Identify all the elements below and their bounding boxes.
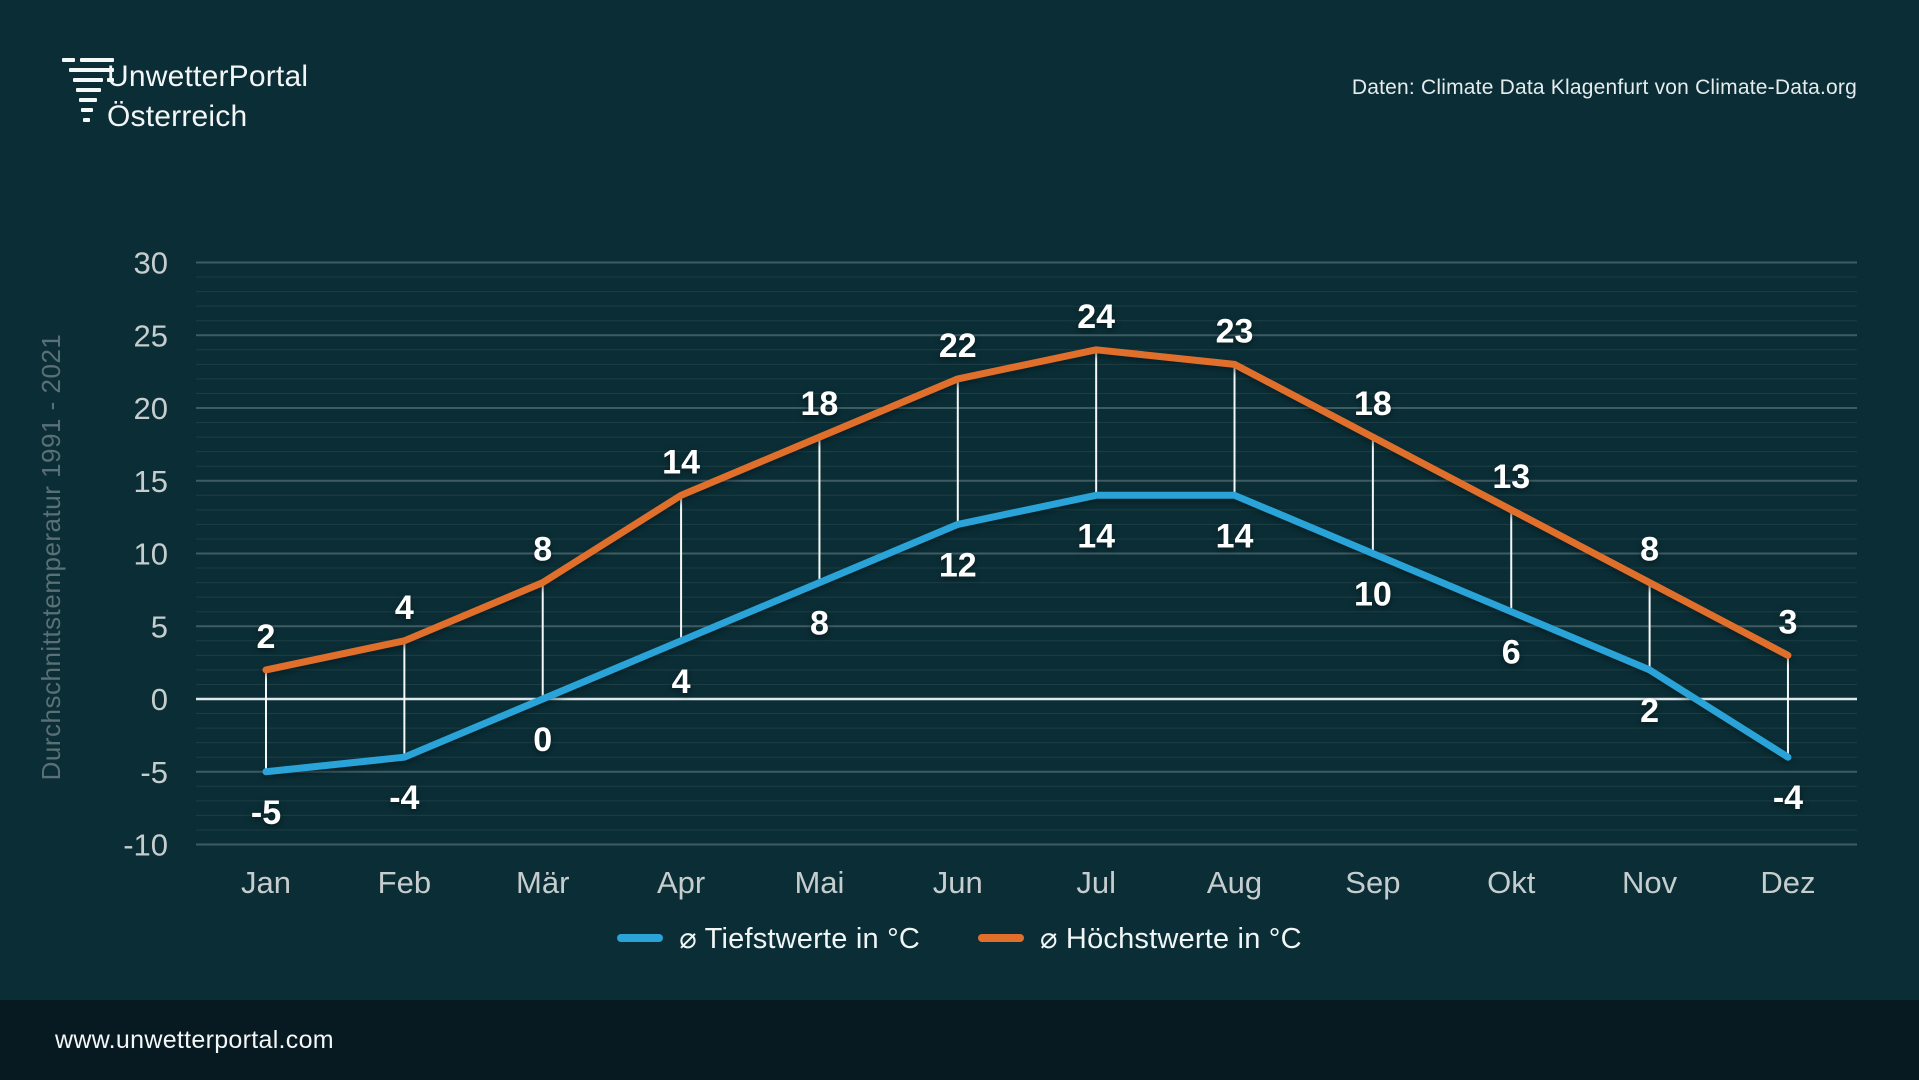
y-tick-label: 15 — [134, 464, 168, 499]
x-tick-label: Feb — [378, 865, 431, 900]
x-tick-label: Sep — [1345, 865, 1400, 900]
value-label: 8 — [533, 531, 552, 569]
value-label: -4 — [389, 779, 419, 817]
value-label: 3 — [1778, 603, 1797, 641]
legend-label-hoechstwerte: ⌀ Höchstwerte in °C — [1040, 922, 1302, 955]
value-label: 4 — [395, 589, 414, 627]
x-tick-label: Dez — [1760, 865, 1815, 900]
data-source-note: Daten: Climate Data Klagenfurt von Clima… — [1351, 76, 1857, 99]
x-tick-label: Okt — [1487, 865, 1536, 900]
value-label: -4 — [1773, 779, 1803, 817]
value-label: -5 — [251, 794, 281, 832]
high-series-swatch — [978, 934, 1025, 942]
value-label: 13 — [1492, 458, 1530, 496]
y-tick-label: -10 — [123, 828, 168, 863]
value-label: 4 — [672, 663, 691, 701]
tornado-logo-icon — [62, 58, 114, 122]
y-tick-label: -5 — [140, 755, 168, 790]
low-series-swatch — [617, 934, 664, 942]
value-label: 23 — [1216, 312, 1254, 350]
legend-item-hoechstwerte: ⌀ Höchstwerte in °C — [978, 921, 1302, 956]
x-tick-label: Aug — [1207, 865, 1262, 900]
y-axis-title: Durchschnittstemperatur 1991 - 2021 — [36, 334, 66, 781]
value-label: 0 — [533, 721, 552, 759]
x-tick-label: Jul — [1076, 865, 1116, 900]
brand-title: UnwetterPortal Österreich — [107, 57, 308, 137]
value-label: 24 — [1077, 298, 1115, 336]
y-tick-label: 0 — [151, 682, 168, 717]
value-label: 18 — [1354, 385, 1392, 423]
value-label: 22 — [939, 327, 977, 365]
x-tick-label: Nov — [1622, 865, 1678, 900]
x-tick-label: Mär — [516, 865, 569, 900]
x-tick-label: Jun — [933, 865, 983, 900]
y-tick-label: 25 — [134, 318, 168, 353]
value-label: 14 — [662, 443, 700, 481]
footer-url: www.unwetterportal.com — [55, 1025, 334, 1054]
value-label: 18 — [801, 385, 839, 423]
value-label: 14 — [1077, 517, 1115, 555]
y-tick-label: 5 — [151, 609, 168, 644]
series-line — [262, 491, 1792, 776]
y-tick-label: 20 — [134, 391, 168, 426]
footer-bar: www.unwetterportal.com — [0, 1000, 1919, 1080]
legend-label-tiefstwerte: ⌀ Tiefstwerte in °C — [679, 922, 921, 955]
value-label: 12 — [939, 546, 977, 584]
value-label: 2 — [1640, 692, 1659, 730]
brand-line2: Österreich — [107, 100, 248, 133]
x-tick-label: Apr — [657, 865, 705, 900]
value-label: 2 — [257, 618, 276, 656]
value-label: 6 — [1502, 634, 1521, 672]
y-tick-label: 10 — [134, 537, 168, 572]
value-label: 14 — [1216, 517, 1254, 555]
legend-item-tiefstwerte: ⌀ Tiefstwerte in °C — [617, 921, 920, 956]
value-label: 8 — [1640, 531, 1659, 569]
x-tick-label: Jan — [241, 865, 291, 900]
x-tick-label: Mai — [794, 865, 844, 900]
value-label: 8 — [810, 605, 829, 643]
series-line — [262, 346, 1792, 674]
y-tick-label: 30 — [134, 246, 168, 281]
chart-legend: ⌀ Tiefstwerte in °C ⌀ Höchstwerte in °C — [0, 918, 1919, 958]
brand-line1: UnwetterPortal — [107, 60, 309, 93]
value-label: 10 — [1354, 576, 1392, 614]
